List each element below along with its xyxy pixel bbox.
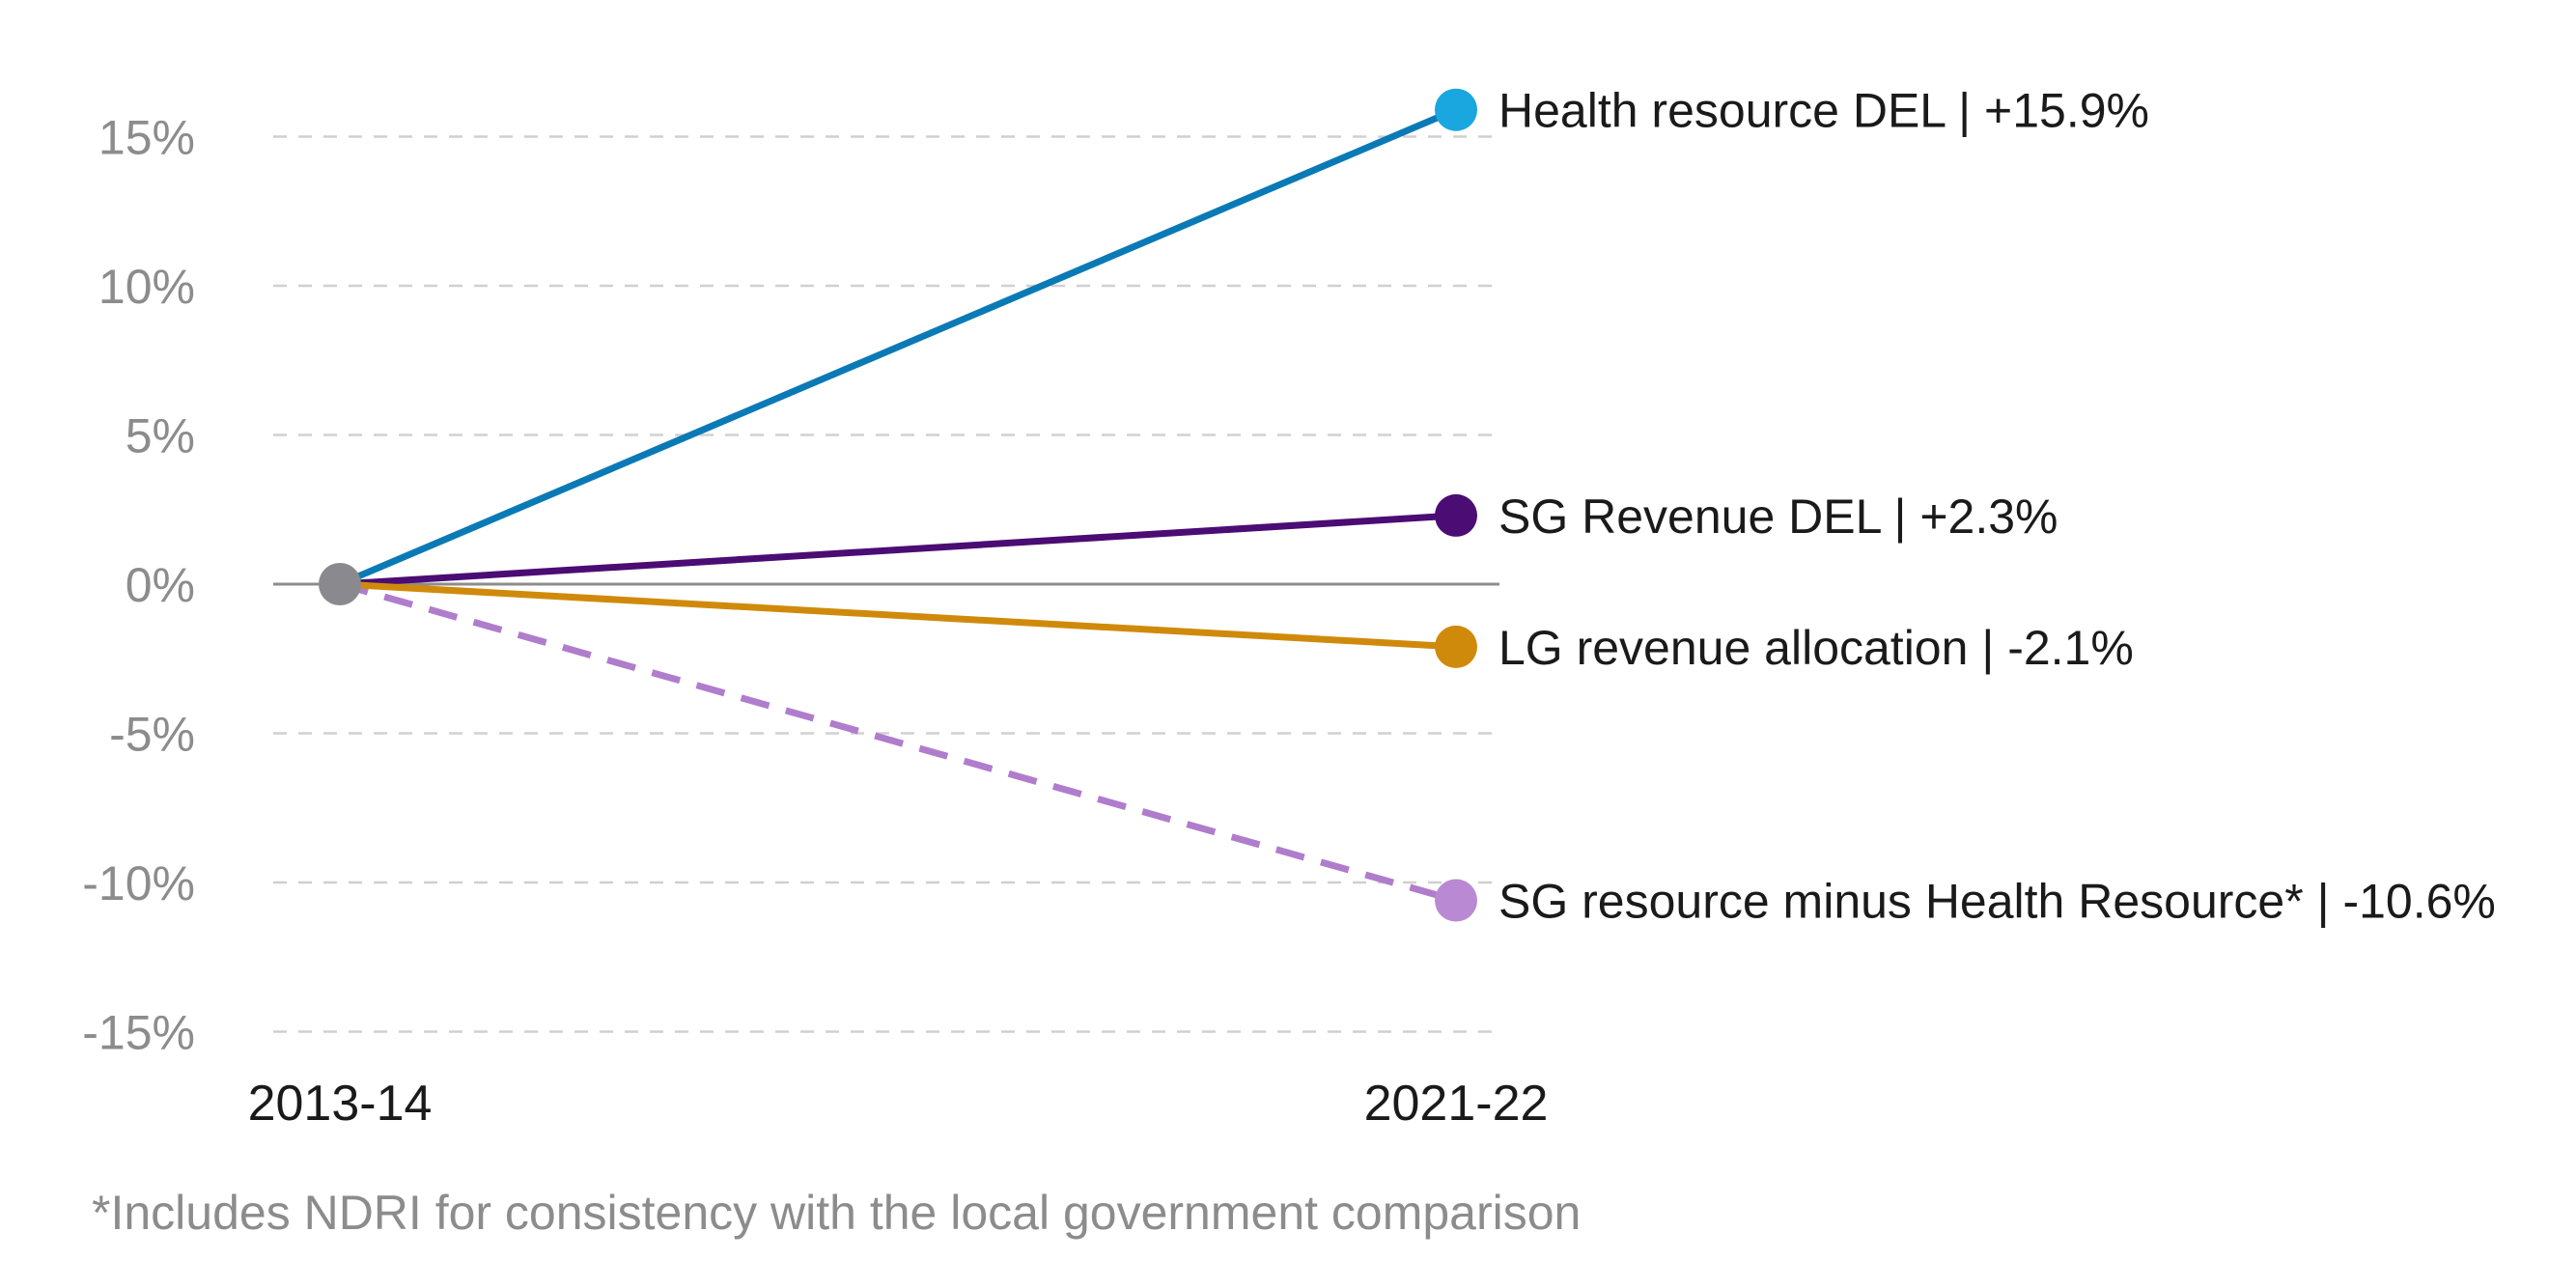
y-tick-label: -15% xyxy=(82,1006,195,1060)
series-label: LG revenue allocation | -2.1% xyxy=(1498,621,2134,675)
y-tick-label: -10% xyxy=(82,856,195,910)
series-end-marker xyxy=(1435,493,1477,537)
x-axis-ticks: 2013-14 2021-22 xyxy=(248,1076,1549,1132)
y-tick-label: -5% xyxy=(109,708,195,762)
series-label: SG Revenue DEL | +2.3% xyxy=(1498,490,2058,544)
y-tick-label: 15% xyxy=(98,111,195,165)
series-line xyxy=(339,580,1457,651)
y-tick-label: 10% xyxy=(98,260,195,314)
origin-marker xyxy=(319,563,361,605)
grid-layer xyxy=(273,135,1499,1033)
series-label: Health resource DEL | +15.9% xyxy=(1498,84,2149,138)
x-tick-label: 2021-22 xyxy=(1364,1076,1549,1132)
y-axis-ticks: 15% 10% 5% 0% -5% -10% -15% xyxy=(82,111,195,1060)
series-line xyxy=(339,580,1457,904)
series-label: SG resource minus Health Resource* | -10… xyxy=(1498,875,2496,929)
series-line xyxy=(338,106,1458,588)
series-end-marker xyxy=(1435,625,1477,668)
footnote: *Includes NDRI for consistency with the … xyxy=(92,1186,1581,1240)
y-tick-label: 0% xyxy=(126,558,195,612)
series-layer xyxy=(319,88,1477,922)
series-labels: Health resource DEL | +15.9% SG Revenue D… xyxy=(1498,84,2496,929)
series-end-marker xyxy=(1435,879,1477,922)
series-end-marker xyxy=(1435,88,1477,131)
series-line xyxy=(339,512,1457,588)
y-tick-label: 5% xyxy=(126,409,195,463)
x-tick-label: 2013-14 xyxy=(248,1076,433,1132)
